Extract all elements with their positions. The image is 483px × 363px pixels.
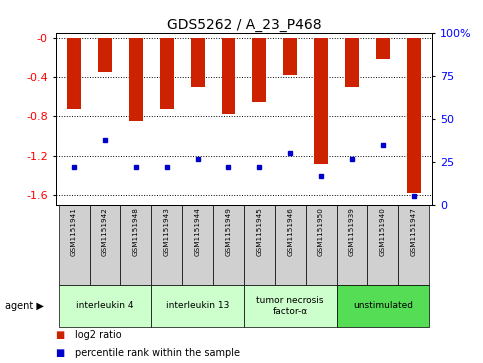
Bar [182,205,213,285]
Title: GDS5262 / A_23_P468: GDS5262 / A_23_P468 [167,18,321,32]
Text: GSM1151942: GSM1151942 [102,208,108,256]
Bar [160,38,174,109]
Text: GSM1151944: GSM1151944 [195,208,200,256]
Bar [222,38,235,114]
Bar [337,285,429,327]
Text: interleukin 4: interleukin 4 [76,301,134,310]
Text: GSM1151939: GSM1151939 [349,208,355,256]
Text: unstimulated: unstimulated [353,301,413,310]
Text: agent ▶: agent ▶ [5,301,43,311]
Bar [244,285,337,327]
Bar [58,285,151,327]
Text: GSM1151940: GSM1151940 [380,208,386,256]
Bar [89,205,120,285]
Text: tumor necrosis
factor-α: tumor necrosis factor-α [256,296,324,315]
Bar [191,38,204,87]
Text: ■: ■ [56,330,65,340]
Bar [337,205,368,285]
Bar [151,285,244,327]
Text: GSM1151946: GSM1151946 [287,208,293,256]
Text: GSM1151941: GSM1151941 [71,208,77,256]
Text: GSM1151948: GSM1151948 [133,208,139,256]
Bar [98,38,112,72]
Text: log2 ratio: log2 ratio [75,330,122,340]
Text: interleukin 13: interleukin 13 [166,301,229,310]
Text: ■: ■ [56,348,65,359]
Bar [407,38,421,193]
Bar [213,205,244,285]
Text: GSM1151945: GSM1151945 [256,208,262,256]
Bar [253,38,266,102]
Bar [244,205,275,285]
Bar [398,205,429,285]
Text: GSM1151947: GSM1151947 [411,208,417,256]
Bar [275,205,306,285]
Text: GSM1151943: GSM1151943 [164,208,170,256]
Bar [376,38,390,59]
Bar [284,38,297,75]
Bar [120,205,151,285]
Text: GSM1151950: GSM1151950 [318,208,324,256]
Bar [368,205,398,285]
Text: percentile rank within the sample: percentile rank within the sample [75,348,240,359]
Bar [129,38,143,121]
Bar [67,38,81,109]
Bar [58,205,89,285]
Bar [345,38,359,87]
Text: GSM1151949: GSM1151949 [226,208,231,256]
Bar [306,205,337,285]
Bar [151,205,182,285]
Bar [314,38,328,164]
